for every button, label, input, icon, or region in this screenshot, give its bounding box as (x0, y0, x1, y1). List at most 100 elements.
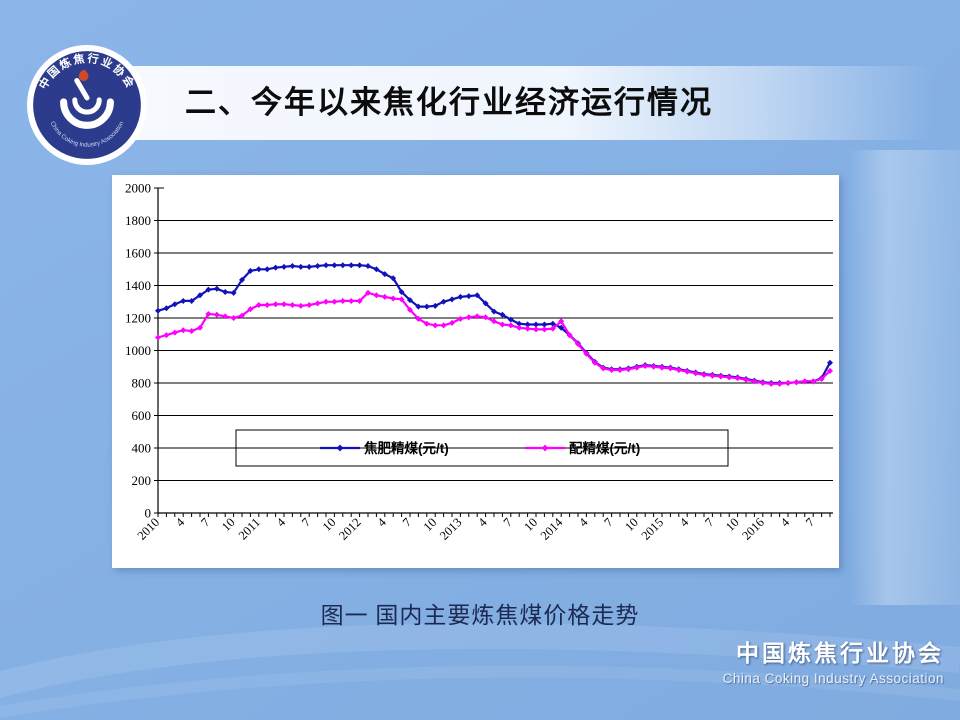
data-point-marker (827, 359, 833, 366)
data-point-marker (449, 296, 455, 303)
data-point-marker (642, 362, 649, 369)
x-tick-label: 2011 (236, 515, 263, 542)
data-point-marker (163, 332, 170, 339)
data-point-marker (407, 297, 413, 304)
data-point-marker (323, 298, 329, 305)
data-point-marker (793, 379, 800, 386)
footer-brand-en: China Coking Industry Association (722, 671, 944, 686)
data-point-marker (827, 367, 833, 374)
x-tick-label: 10 (723, 515, 742, 534)
data-point-marker (171, 301, 178, 308)
data-point-marker (499, 311, 506, 318)
legend-label: 焦肥精煤(元/t) (363, 440, 449, 456)
data-point-marker (465, 314, 472, 321)
chart-panel: 0 200 400 600 800 1000 1200 1400 1600 1800 2000 201… (112, 175, 839, 568)
data-point-marker (373, 292, 380, 299)
legend-box (235, 429, 729, 467)
data-point-marker (625, 366, 632, 373)
data-point-marker (281, 301, 287, 308)
data-point-marker (314, 263, 321, 269)
data-point-marker (272, 264, 279, 271)
data-point-marker (440, 322, 447, 329)
data-point-marker (558, 318, 565, 325)
data-point-marker (583, 350, 590, 357)
data-point-marker (339, 262, 346, 269)
x-tick-label: 2010 (135, 515, 163, 543)
data-point-marker (541, 326, 548, 333)
data-point-marker (675, 367, 682, 373)
data-point-marker (785, 380, 791, 386)
data-point-marker (289, 302, 296, 308)
data-point-marker (297, 302, 304, 309)
logo-flame-icon (78, 69, 89, 82)
data-point-marker (365, 263, 371, 269)
x-tick-label: 7 (198, 515, 212, 529)
y-tick-label: 400 (132, 441, 152, 456)
x-tick-label: 10 (219, 515, 238, 534)
data-point-marker (381, 271, 388, 278)
footer-brand-cn: 中国炼焦行业协会 (736, 640, 944, 666)
data-point-marker (264, 302, 271, 308)
data-point-marker (507, 322, 514, 329)
data-point-marker (507, 316, 514, 323)
data-point-marker (457, 293, 464, 300)
data-point-marker (155, 307, 161, 314)
data-point-marker (255, 266, 262, 273)
data-point-marker (239, 276, 245, 283)
data-point-marker (188, 328, 195, 334)
data-point-marker (348, 262, 355, 269)
data-point-marker (633, 364, 640, 371)
data-point-marker (533, 326, 539, 333)
data-point-marker (591, 359, 598, 366)
data-point-marker (314, 300, 321, 307)
data-point-marker (272, 301, 279, 308)
data-point-marker (818, 375, 825, 382)
data-point-marker (659, 364, 665, 371)
y-tick-label: 0 (145, 506, 152, 521)
data-point-marker (230, 315, 237, 321)
data-point-marker (440, 298, 447, 305)
data-point-marker (205, 310, 212, 317)
data-point-marker (180, 327, 187, 334)
data-point-marker (398, 296, 405, 303)
y-tick-label: 1600 (125, 246, 151, 261)
data-point-marker (575, 341, 581, 347)
data-point-marker (155, 334, 161, 341)
x-tick-label: 10 (521, 515, 540, 534)
data-point-marker (239, 312, 245, 319)
data-point-marker (524, 325, 531, 332)
data-point-marker (684, 368, 691, 375)
x-tick-label: 7 (702, 515, 716, 529)
data-point-marker (474, 292, 481, 299)
x-tick-label: 7 (803, 515, 817, 529)
data-point-marker (373, 266, 380, 273)
y-tick-label: 200 (132, 473, 152, 488)
y-tick-label: 600 (132, 408, 152, 423)
x-tick-label: 10 (622, 515, 641, 534)
data-point-marker (541, 444, 549, 452)
data-point-marker (549, 325, 556, 332)
data-point-marker (297, 263, 304, 270)
x-tick-label: 4 (576, 515, 591, 530)
data-point-marker (541, 321, 548, 328)
data-point-marker (743, 376, 749, 383)
x-tick-label: 4 (173, 515, 188, 530)
x-tick-label: 4 (274, 515, 289, 530)
data-point-marker (423, 303, 430, 310)
data-point-marker (306, 263, 313, 270)
data-point-marker (650, 363, 657, 370)
x-tick-label: 4 (778, 515, 793, 530)
data-point-marker (222, 289, 229, 295)
data-point-marker (617, 367, 623, 373)
data-point-marker (407, 306, 413, 313)
data-point-marker (247, 306, 254, 313)
data-point-marker (759, 380, 766, 386)
data-point-marker (390, 295, 397, 302)
data-point-marker (701, 371, 707, 378)
x-tick-label: 7 (501, 515, 515, 529)
data-point-marker (558, 324, 565, 331)
data-point-marker (423, 320, 430, 327)
coal-price-line-chart: 0 200 400 600 800 1000 1200 1400 1600 1800 2000 201… (125, 181, 833, 543)
y-tick-label: 1200 (125, 311, 151, 326)
x-tick-label: 2013 (437, 515, 465, 543)
